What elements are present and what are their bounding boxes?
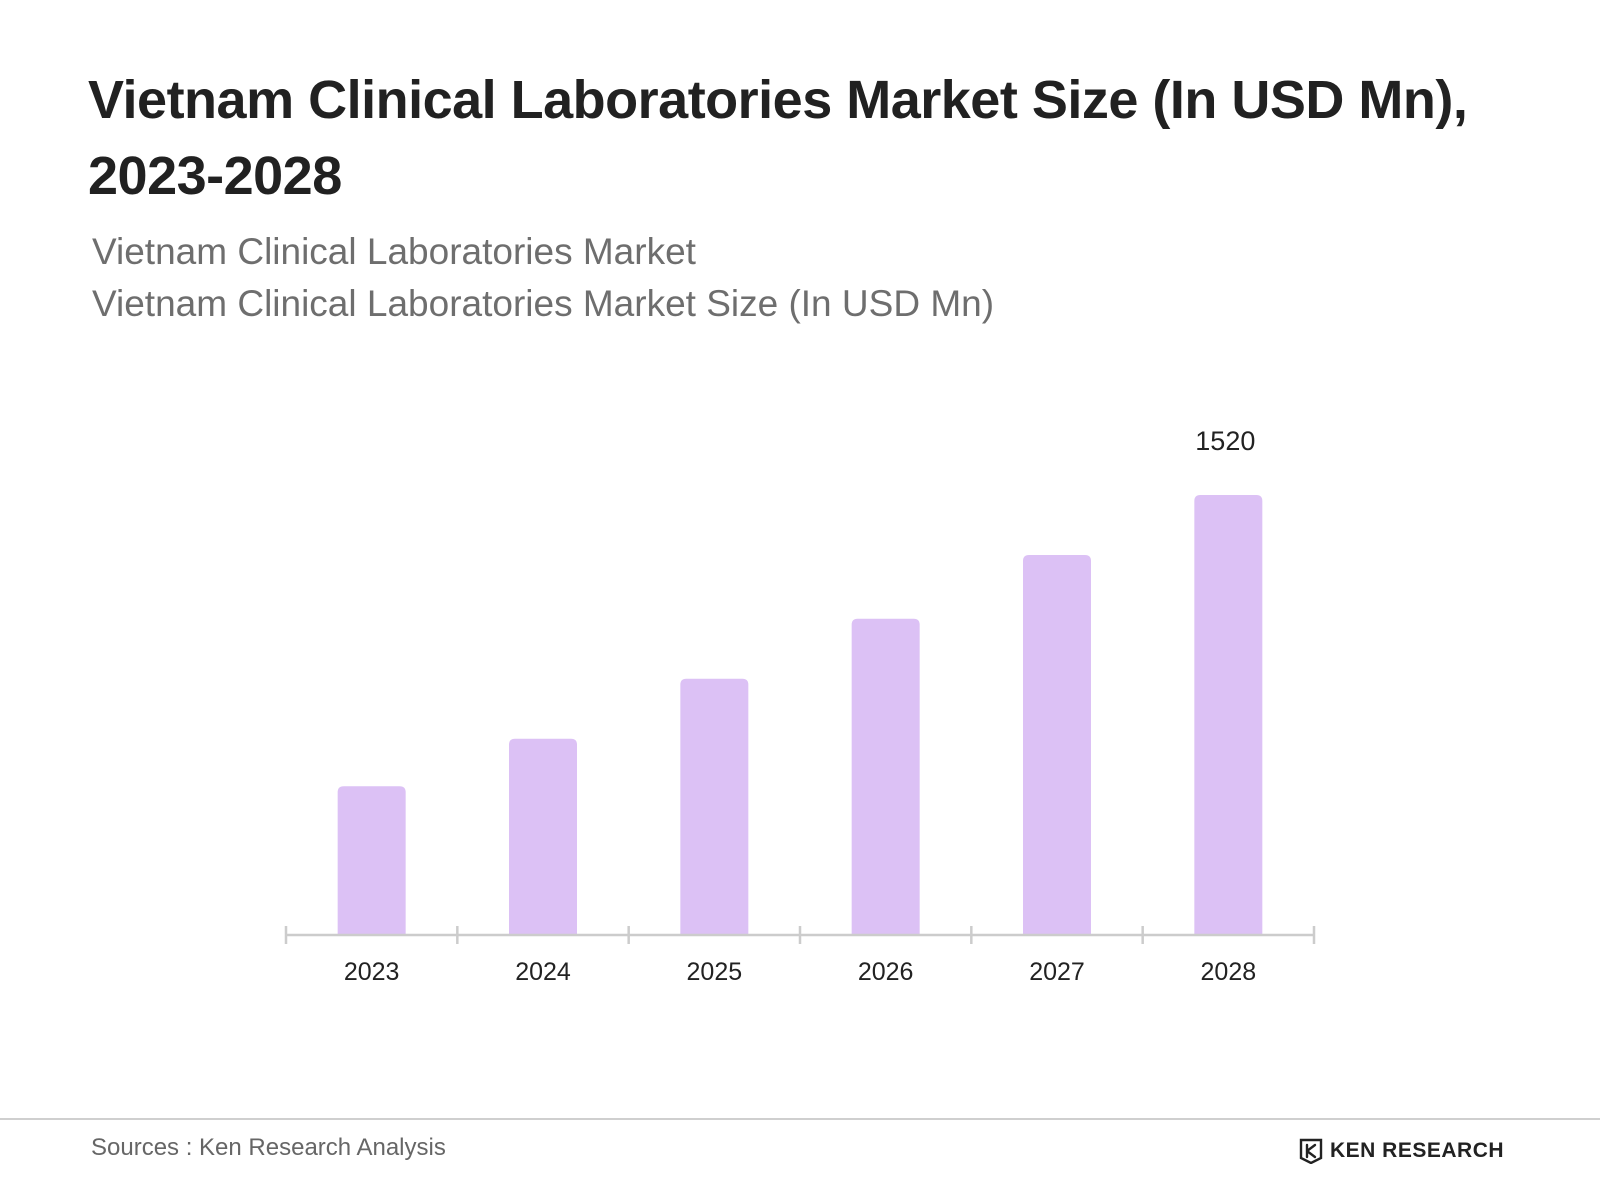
bar-2028 [1194, 495, 1263, 935]
bar-2027 [1023, 555, 1091, 935]
x-tick-label: 2027 [1029, 958, 1085, 986]
bar-2023 [337, 786, 406, 935]
footer-divider [0, 1118, 1600, 1120]
bar-2025 [680, 678, 749, 935]
x-tick-label: 2023 [344, 958, 400, 986]
x-tick-label: 2024 [515, 958, 571, 986]
brand-name: KEN RESEARCH [1330, 1139, 1505, 1162]
x-tick-label: 2028 [1201, 958, 1257, 986]
x-tick-label: 2025 [687, 958, 743, 986]
ken-research-logo-icon [1299, 1138, 1323, 1164]
ken-research-logo: KEN RESEARCH [1298, 1138, 1504, 1164]
bar-chart: 2023 2024 2025 2026 2027 2028 1520 [284, 426, 1316, 986]
source-note: Sources : Ken Research Analysis [91, 1134, 446, 1161]
bar-2026 [851, 618, 920, 935]
bar-2024 [509, 738, 577, 935]
x-tick-label: 2026 [858, 958, 914, 986]
chart-subtitle-measure: Vietnam Clinical Laboratories Market Siz… [92, 283, 995, 324]
chart-subtitle-market: Vietnam Clinical Laboratories Market [92, 231, 696, 272]
data-label-2028: 1520 [1195, 426, 1255, 456]
chart-title: Vietnam Clinical Laboratories Market Siz… [88, 70, 1468, 206]
